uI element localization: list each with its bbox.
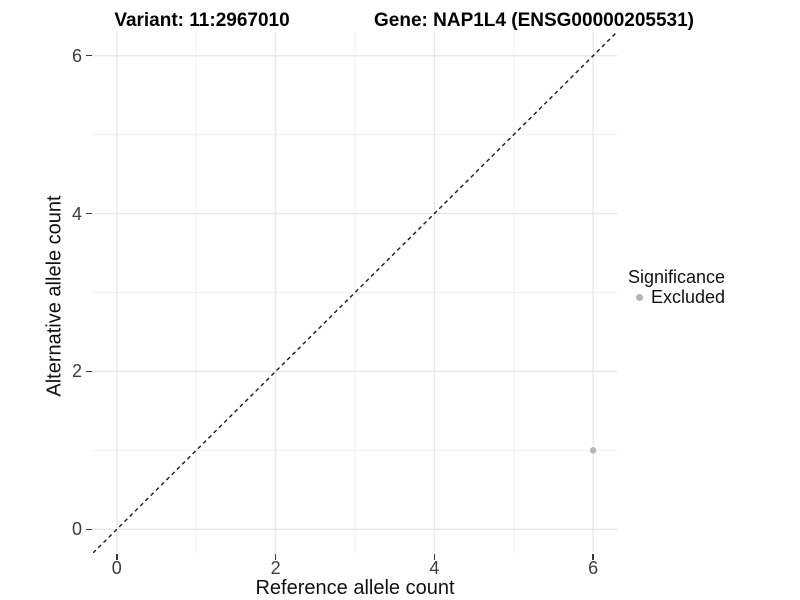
y-tick-mark — [86, 212, 92, 215]
y-axis-line — [0, 0, 2, 522]
x-tick-mark — [274, 554, 277, 560]
legend-title: Significance — [628, 267, 726, 287]
plot-canvas — [93, 32, 617, 553]
legend-point-swatch — [636, 293, 643, 301]
legend: Significance Excluded — [628, 267, 726, 308]
y-tick-mark — [86, 370, 92, 373]
x-tick-mark — [116, 554, 118, 560]
y-tick-label: 4 — [71, 203, 82, 224]
legend-item-excluded: Excluded — [628, 287, 725, 307]
x-tick-label: 4 — [429, 558, 440, 578]
x-axis-title: Reference allele count — [255, 577, 455, 599]
x-tick-label: 6 — [588, 558, 599, 578]
y-tick-label: 6 — [71, 45, 82, 66]
x-tick-label: 2 — [270, 558, 281, 578]
legend-item-label: Excluded — [651, 287, 726, 307]
x-tick-mark — [592, 554, 594, 560]
x-tick-mark — [433, 554, 436, 560]
y-tick-mark — [86, 54, 92, 57]
variant-title: Variant: 11:2967010 — [114, 10, 290, 31]
x-tick-label: 0 — [111, 558, 122, 578]
gene-title: Gene: NAP1L4 (ENSG00000205531) — [374, 10, 694, 31]
data-point — [589, 447, 597, 454]
y-tick-label: 0 — [71, 519, 82, 540]
plot-panel — [93, 32, 617, 553]
y-tick-label: 2 — [71, 361, 82, 382]
y-tick-mark — [86, 528, 92, 531]
identity-line — [93, 32, 617, 553]
